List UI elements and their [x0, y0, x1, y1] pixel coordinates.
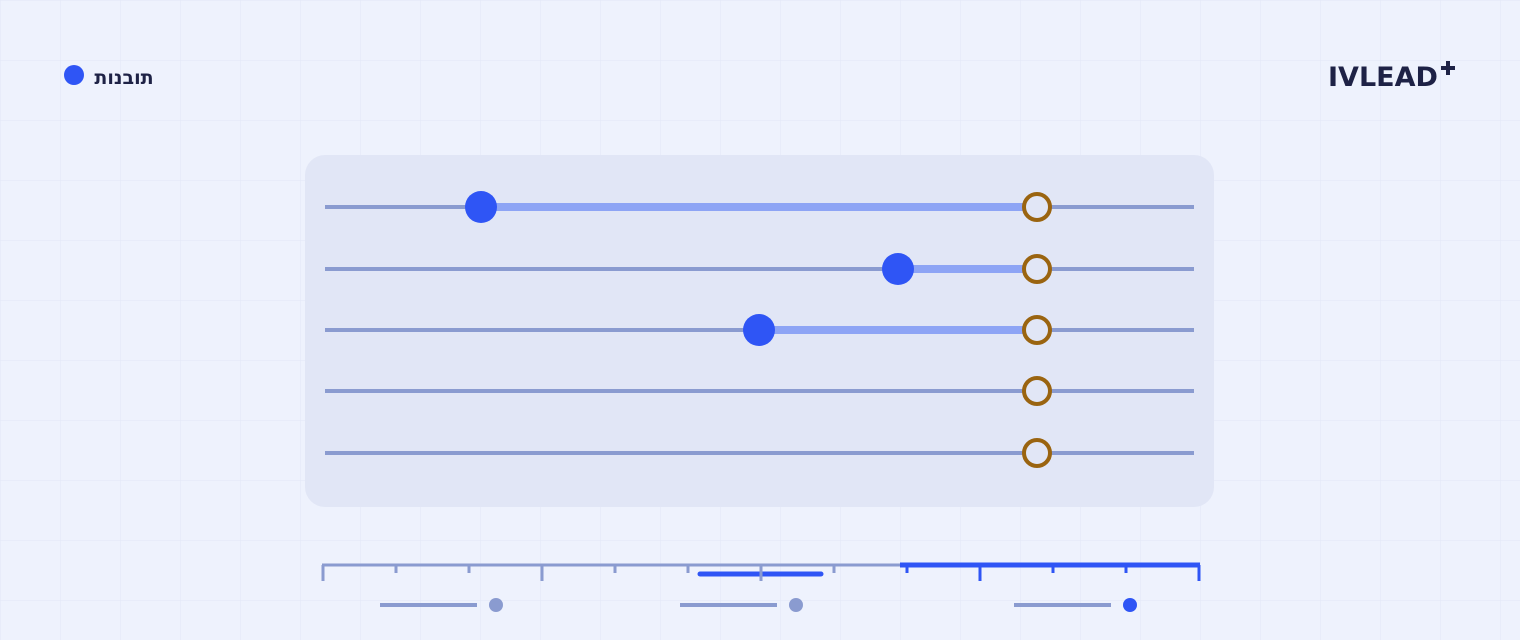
rows	[325, 191, 1194, 468]
ring	[1022, 376, 1052, 406]
logo: IVLEAD	[1328, 62, 1438, 93]
mini-dot	[489, 598, 503, 612]
ring	[1022, 438, 1052, 468]
ring	[1022, 254, 1052, 284]
mini-dot	[1123, 598, 1137, 612]
ring	[1022, 315, 1052, 345]
legend-swatch	[64, 65, 84, 85]
mini-dot	[789, 598, 803, 612]
ruler	[321, 562, 1201, 581]
mini-legend	[380, 598, 1137, 612]
dot	[465, 191, 497, 223]
legend-label: תובנות	[94, 67, 153, 89]
dot	[882, 253, 914, 285]
logo-plus	[1441, 61, 1455, 75]
dot	[743, 314, 775, 346]
ring	[1022, 192, 1052, 222]
